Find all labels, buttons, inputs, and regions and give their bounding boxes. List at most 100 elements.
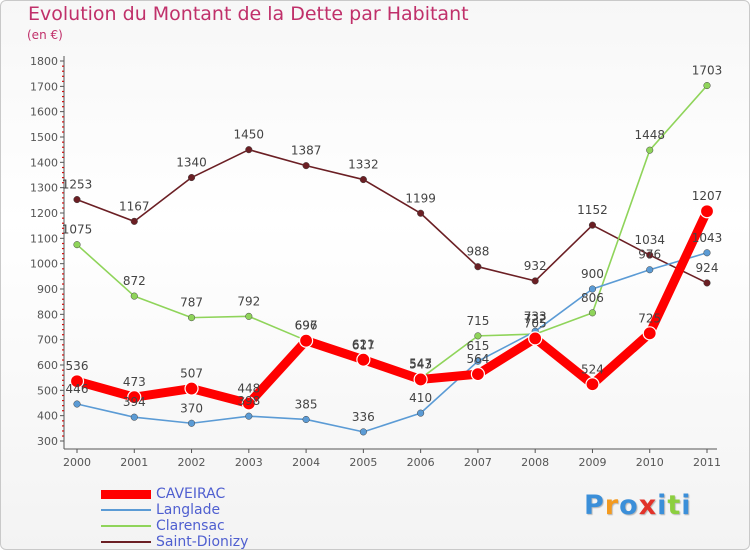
y-tick-label: 1400 — [30, 156, 58, 169]
data-label-clarensac: 1075 — [62, 223, 93, 237]
y-tick-label: 900 — [37, 283, 58, 296]
y-minor-tick — [62, 217, 64, 219]
y-minor-tick — [62, 121, 64, 123]
data-label-saint-dionizy: 988 — [466, 245, 489, 259]
series-line-clarensac — [76, 84, 708, 380]
data-label-langlade: 615 — [466, 339, 489, 353]
x-tick-label: 2001 — [120, 456, 148, 469]
data-label-saint-dionizy: 1387 — [291, 144, 322, 158]
data-point-langlade — [417, 409, 425, 417]
y-tick-label: 500 — [37, 384, 58, 397]
data-label-caveirac: 536 — [66, 359, 89, 373]
y-tick-label: 600 — [37, 359, 58, 372]
x-tick-label: 2000 — [63, 456, 91, 469]
y-tick-label: 1800 — [30, 55, 58, 68]
legend-swatch — [101, 490, 151, 499]
data-point-caveirac — [699, 204, 715, 219]
y-minor-tick — [62, 258, 64, 260]
series-line-caveirac — [72, 206, 712, 409]
data-point-langlade — [187, 419, 196, 427]
legend-label: Clarensac — [156, 518, 225, 534]
y-tick-label: 300 — [37, 435, 58, 448]
legend-swatch — [101, 525, 151, 527]
data-label-langlade: 900 — [581, 267, 604, 281]
y-minor-tick — [62, 354, 64, 356]
y-tick-label: 1100 — [30, 232, 58, 245]
data-label-langlade: 385 — [295, 397, 318, 411]
y-minor-tick — [62, 253, 64, 255]
y-minor-tick — [62, 425, 64, 427]
logo-letter: i — [681, 490, 692, 521]
data-point-langlade — [302, 415, 310, 424]
data-label-saint-dionizy: 1199 — [405, 191, 436, 205]
data-label-langlade: 410 — [409, 391, 432, 405]
data-point-caveirac — [127, 390, 142, 405]
y-minor-tick — [62, 126, 64, 128]
data-label-clarensac: 697 — [295, 318, 318, 332]
data-label-saint-dionizy: 932 — [524, 259, 547, 273]
y-minor-tick — [62, 303, 64, 305]
logo-letter: t — [667, 490, 682, 521]
data-label-langlade: 446 — [66, 382, 89, 396]
y-minor-tick — [62, 75, 64, 77]
y-minor-tick — [62, 242, 64, 245]
y-minor-tick — [62, 379, 64, 381]
y-minor-tick — [62, 369, 64, 371]
legend-swatch — [101, 509, 151, 511]
y-minor-tick — [62, 384, 64, 386]
y-minor-tick — [62, 70, 64, 72]
chart-title: Evolution du Montant de la Dette par Hab… — [28, 3, 469, 25]
y-minor-tick — [62, 202, 64, 204]
data-label-caveirac: 473 — [123, 375, 146, 389]
logo-letter: r — [604, 490, 620, 521]
y-minor-tick — [62, 329, 64, 331]
data-label-langlade: 398 — [237, 394, 260, 408]
series-line-langlade — [76, 251, 708, 433]
y-minor-tick — [62, 268, 64, 270]
data-point-saint-dionizy — [531, 277, 539, 285]
data-point-langlade — [703, 249, 711, 257]
legend-label: Langlade — [156, 502, 221, 518]
y-minor-tick — [62, 197, 64, 199]
data-point-saint-dionizy — [73, 196, 81, 204]
legend-item: Clarensac — [101, 518, 361, 534]
data-label-saint-dionizy: 1332 — [348, 158, 379, 172]
data-point-clarensac — [245, 312, 253, 320]
y-minor-tick — [62, 344, 64, 346]
x-tick-label: 2006 — [407, 456, 435, 469]
data-label-caveirac: 543 — [409, 357, 432, 371]
y-minor-tick — [62, 141, 64, 143]
data-point-langlade — [474, 357, 482, 365]
y-minor-tick — [62, 420, 64, 422]
data-point-caveirac — [241, 396, 256, 411]
y-minor-tick — [62, 207, 64, 209]
data-label-saint-dionizy: 1167 — [119, 199, 150, 213]
data-label-saint-dionizy: 1253 — [62, 178, 93, 192]
data-point-clarensac — [703, 82, 711, 90]
proxiti-logo: Proxiti — [584, 490, 692, 521]
data-point-caveirac — [298, 333, 314, 348]
data-label-clarensac: 617 — [352, 339, 375, 353]
y-minor-tick — [62, 399, 64, 402]
series-line-saint-dionizy — [76, 148, 708, 284]
chart-subtitle: (en €) — [27, 28, 63, 42]
data-point-caveirac — [184, 381, 199, 396]
y-minor-tick — [62, 177, 64, 179]
data-point-clarensac — [588, 309, 597, 317]
legend-swatch — [101, 541, 151, 543]
y-minor-tick — [62, 116, 64, 118]
y-minor-tick — [62, 374, 64, 376]
x-tick-label: 2010 — [636, 456, 664, 469]
data-point-caveirac — [69, 374, 85, 389]
data-label-caveirac: 725 — [638, 311, 661, 325]
y-minor-tick — [62, 430, 64, 432]
legend: CAVEIRAC Langlade Clarensac Saint-Dionizy — [101, 486, 361, 549]
y-minor-tick — [62, 278, 64, 280]
y-tick-label: 1300 — [30, 182, 58, 195]
data-point-saint-dionizy — [646, 251, 654, 259]
y-minor-tick — [62, 298, 64, 300]
data-label-caveirac: 507 — [180, 367, 203, 381]
data-point-caveirac — [528, 331, 543, 346]
data-point-saint-dionizy — [359, 176, 367, 184]
data-label-saint-dionizy: 1152 — [577, 203, 608, 217]
